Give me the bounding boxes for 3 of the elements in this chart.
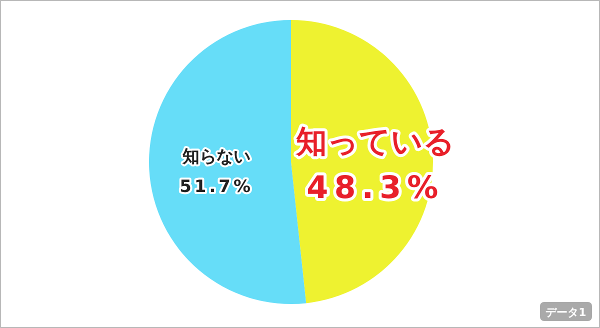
data-label: 51.7% (180, 176, 254, 197)
text: データ1 (546, 306, 586, 319)
slice-label: 知らない (182, 146, 251, 167)
